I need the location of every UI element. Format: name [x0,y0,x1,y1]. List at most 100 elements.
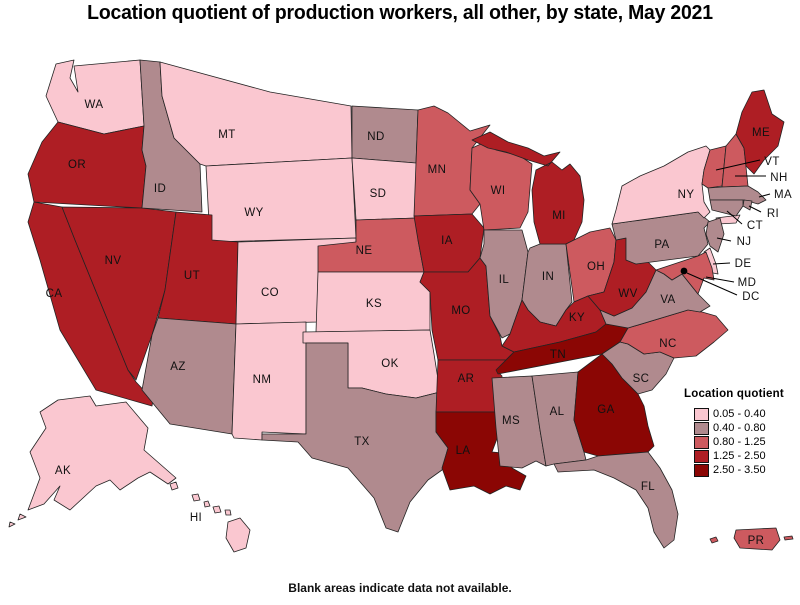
state-label-SC: SC [633,373,650,385]
state-label-NH: NH [770,172,787,184]
state-label-AR: AR [458,373,475,385]
state-label-UT: UT [184,270,200,282]
state-label-GA: GA [597,404,614,416]
state-HI[interactable] [169,481,251,553]
leader-lines [686,159,771,296]
legend-swatch-1 [694,407,709,421]
state-label-AL: AL [550,406,565,418]
state-label-NY: NY [678,189,695,201]
state-label-MS: MS [502,415,520,427]
legend-swatch-3 [694,435,709,449]
state-label-WV: WV [618,288,637,300]
state-OR[interactable] [27,121,147,209]
state-label-NE: NE [356,245,373,257]
state-label-CA: CA [46,288,63,300]
state-label-DE: DE [735,258,752,270]
leader-DE [712,262,731,265]
state-PR[interactable] [709,527,794,551]
state-MT[interactable] [159,61,353,167]
legend-label-5: 2.50 - 3.50 [713,464,766,476]
state-label-NC: NC [659,338,676,350]
state-shapes [8,59,794,553]
legend-swatch-5 [694,463,709,477]
dc-marker-dot [680,267,688,275]
state-label-SD: SD [370,188,387,200]
state-label-NM: NM [253,374,272,386]
state-label-PA: PA [654,239,669,251]
state-label-WA: WA [85,99,104,111]
legend-label-4: 1.25 - 2.50 [713,450,766,462]
state-label-ME: ME [752,127,770,139]
leader-CT [726,210,743,225]
state-label-NV: NV [105,255,122,267]
legend-swatch-2 [694,421,709,435]
state-FL[interactable] [553,451,679,549]
leader-NJ [716,237,732,242]
state-NH[interactable] [721,133,749,188]
legend-label-2: 0.40 - 0.80 [713,422,766,434]
state-label-KY: KY [569,312,585,324]
state-label-IN: IN [542,271,554,283]
state-label-MT: MT [218,129,235,141]
state-label-FL: FL [641,481,655,493]
state-CT[interactable] [709,199,744,217]
state-label-OR: OR [68,159,86,171]
state-label-AK: AK [55,465,71,477]
state-MI[interactable] [471,131,585,245]
state-label-OK: OK [381,358,398,370]
state-LA[interactable] [435,411,527,495]
legend-row: 1.25 - 2.50 [694,449,796,463]
state-AK[interactable] [8,395,177,528]
state-label-MO: MO [451,305,470,317]
state-label-RI: RI [767,208,779,220]
footnote: Blank areas indicate data not available. [288,581,512,595]
state-WY[interactable] [205,157,357,243]
legend-row: 0.80 - 1.25 [694,435,796,449]
legend: Location quotient 0.05 - 0.40 0.40 - 0.8… [684,388,796,477]
state-label-LA: LA [456,445,471,457]
legend-row: 0.40 - 0.80 [694,421,796,435]
state-label-HI: HI [190,512,202,524]
state-ND[interactable] [351,105,419,164]
state-label-WI: WI [491,185,506,197]
state-label-CO: CO [261,287,279,299]
state-label-KS: KS [366,298,382,310]
state-label-IL: IL [499,274,510,286]
state-TX[interactable] [261,342,449,533]
leader-MA [758,193,771,198]
legend-row: 0.05 - 0.40 [694,407,796,421]
legend-label-3: 0.80 - 1.25 [713,436,766,448]
state-label-ID: ID [154,183,166,195]
state-label-TN: TN [550,349,566,361]
legend-row: 2.50 - 3.50 [694,463,796,477]
state-label-TX: TX [354,436,370,448]
dc-marker-group [680,267,688,275]
state-label-OH: OH [587,261,605,273]
state-label-MD: MD [738,277,757,289]
leader-RI [748,205,762,213]
state-label-AZ: AZ [170,361,186,373]
leader-MD [705,276,735,283]
state-label-DC: DC [742,291,759,303]
state-label-NJ: NJ [737,236,752,248]
state-label-MA: MA [774,189,792,201]
state-label-MN: MN [428,164,447,176]
state-label-IA: IA [441,235,453,247]
state-NJ[interactable] [705,217,725,253]
legend-swatch-4 [694,449,709,463]
state-RI[interactable] [742,199,753,211]
state-AZ[interactable] [141,317,237,435]
state-IL[interactable] [479,229,529,339]
legend-label-1: 0.05 - 0.40 [713,408,766,420]
leader-VT [715,159,761,171]
page-title: Location quotient of production workers,… [87,2,713,24]
state-label-MI: MI [552,210,566,222]
state-NC[interactable] [619,309,729,359]
state-label-VA: VA [660,294,675,306]
state-label-VT: VT [764,156,780,168]
state-label-PR: PR [748,535,765,547]
leader-DC [686,272,738,296]
legend-title: Location quotient [684,388,784,400]
state-label-CT: CT [747,220,763,232]
